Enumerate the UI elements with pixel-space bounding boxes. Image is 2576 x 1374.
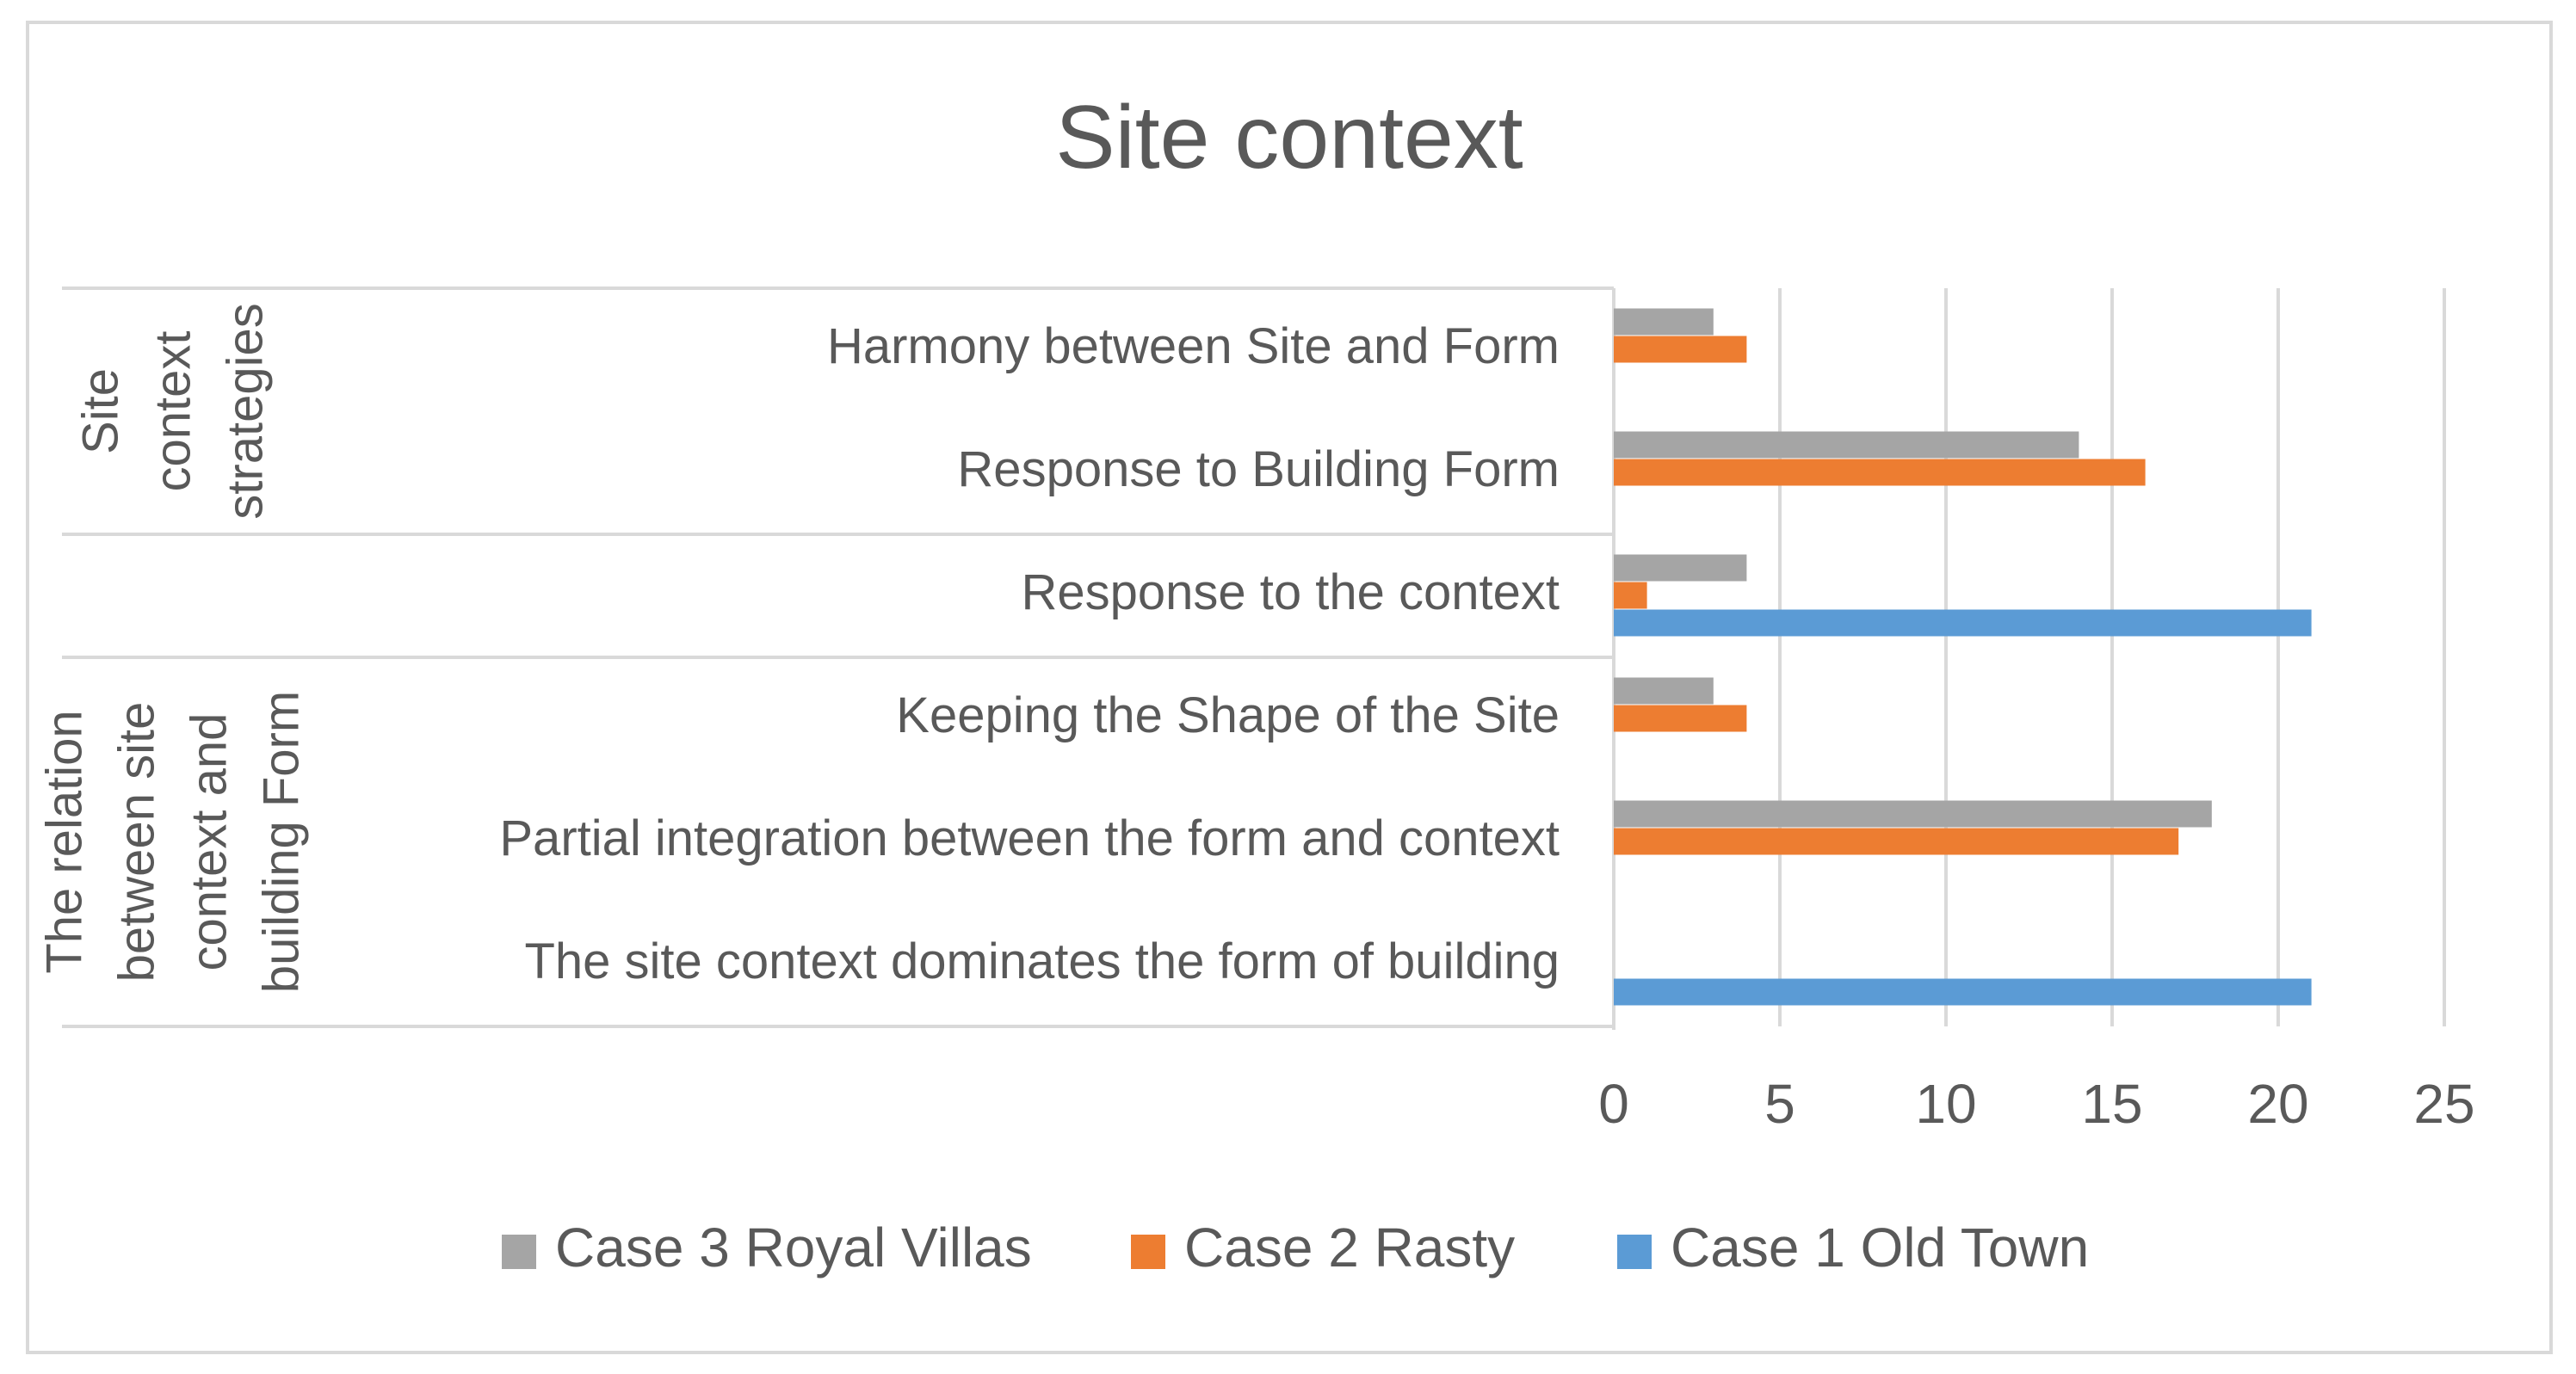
x-tick-label: 15 bbox=[2081, 1073, 2142, 1135]
group-label: Site bbox=[72, 368, 128, 454]
bar bbox=[1614, 677, 1714, 705]
category-label: Harmony between Site and Form bbox=[827, 318, 1560, 374]
chart-frame bbox=[26, 21, 2553, 1354]
bar bbox=[1614, 431, 2079, 459]
group-label: building Form bbox=[253, 691, 309, 993]
x-tick-label: 20 bbox=[2247, 1073, 2308, 1135]
bar bbox=[1614, 336, 1747, 363]
legend-swatch bbox=[502, 1235, 536, 1269]
bar bbox=[1614, 554, 1747, 582]
category-label: Response to the context bbox=[1021, 564, 1560, 620]
category-label: Response to Building Form bbox=[957, 441, 1560, 497]
bar bbox=[1614, 828, 2179, 855]
x-tick-label: 25 bbox=[2413, 1073, 2474, 1135]
legend-label: Case 1 Old Town bbox=[1671, 1217, 2089, 1278]
value-axis: 0 5 10 15 20 25 bbox=[1598, 1073, 2474, 1135]
chart-title: Site context bbox=[1055, 88, 1523, 188]
group-label: between site bbox=[108, 702, 164, 983]
x-tick-label: 10 bbox=[1915, 1073, 1976, 1135]
legend-label: Case 3 Royal Villas bbox=[555, 1217, 1032, 1278]
legend-swatch bbox=[1617, 1235, 1652, 1269]
bar bbox=[1614, 459, 2146, 486]
bar bbox=[1614, 308, 1714, 336]
bar bbox=[1614, 705, 1747, 732]
legend: Case 3 Royal Villas Case 2 Rasty Case 1 Ol… bbox=[502, 1217, 2089, 1278]
x-tick-label: 0 bbox=[1598, 1073, 1629, 1135]
group-label: The relation bbox=[36, 710, 92, 973]
category-label: The site context dominates the form of b… bbox=[524, 933, 1560, 989]
group-label: context bbox=[145, 331, 201, 492]
x-tick-label: 5 bbox=[1764, 1073, 1795, 1135]
legend-swatch bbox=[1131, 1235, 1165, 1269]
gridlines bbox=[1778, 288, 2446, 1026]
bar bbox=[1614, 582, 1647, 609]
category-axis: Site context strategies The relation between… bbox=[36, 287, 1615, 1030]
group-label: strategies bbox=[217, 303, 273, 519]
bars bbox=[1614, 308, 2312, 1006]
bar bbox=[1614, 609, 2312, 637]
category-label: Partial integration between the form and… bbox=[499, 810, 1560, 866]
category-label: Keeping the Shape of the Site bbox=[896, 687, 1560, 743]
legend-label: Case 2 Rasty bbox=[1184, 1217, 1515, 1278]
group-label: context and bbox=[181, 713, 237, 971]
bar bbox=[1614, 800, 2212, 828]
bar bbox=[1614, 978, 2312, 1006]
